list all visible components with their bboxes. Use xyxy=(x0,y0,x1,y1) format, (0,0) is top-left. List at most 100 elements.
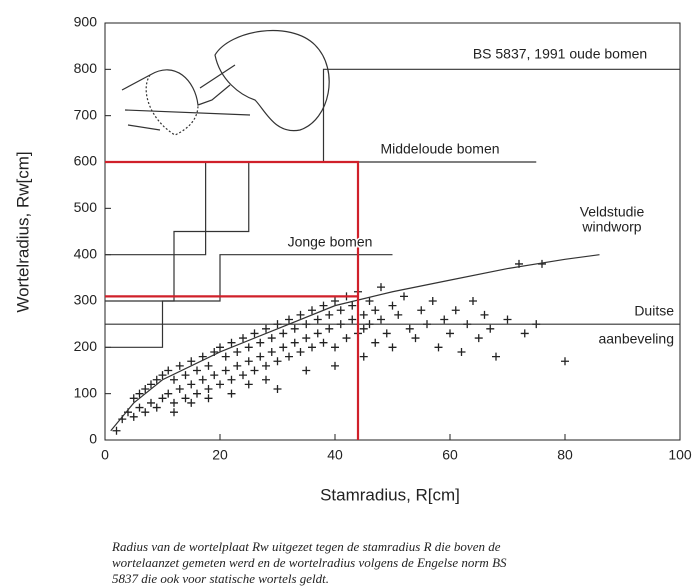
data-point xyxy=(480,310,489,319)
data-point xyxy=(474,334,483,343)
data-point xyxy=(112,426,121,435)
data-point xyxy=(279,329,288,338)
data-point xyxy=(302,366,311,375)
data-point xyxy=(193,389,201,398)
data-point xyxy=(244,343,253,352)
data-point xyxy=(152,375,161,384)
data-point xyxy=(244,357,253,366)
data-point xyxy=(388,343,397,352)
data-point xyxy=(308,343,316,352)
data-point xyxy=(388,301,397,310)
data-point xyxy=(273,357,282,366)
data-point xyxy=(158,394,167,403)
y-tick-label: 700 xyxy=(74,106,98,122)
data-point xyxy=(319,338,328,347)
data-point xyxy=(302,334,311,343)
annotation: Middeloude bomen xyxy=(380,141,499,157)
data-point xyxy=(405,324,414,333)
data-point xyxy=(400,292,408,301)
data-point xyxy=(382,329,391,338)
data-point xyxy=(216,343,224,352)
data-point xyxy=(348,315,357,324)
caption: Radius van de wortelplaat Rw uitgezet te… xyxy=(111,539,501,554)
data-point xyxy=(129,412,138,421)
data-point xyxy=(181,371,190,380)
data-point xyxy=(256,352,265,361)
annotation: aanbeveling xyxy=(598,331,674,347)
data-point xyxy=(250,329,259,338)
data-point xyxy=(503,315,512,324)
data-point xyxy=(170,375,178,384)
data-point xyxy=(267,347,276,356)
data-point xyxy=(152,403,161,412)
reference-line xyxy=(110,254,600,432)
data-point xyxy=(147,380,155,389)
reference-line xyxy=(322,68,680,162)
y-tick-label: 900 xyxy=(74,14,98,30)
data-point xyxy=(158,371,167,380)
data-point xyxy=(244,380,253,389)
data-point xyxy=(204,394,213,403)
data-point xyxy=(262,375,270,384)
data-point xyxy=(147,398,155,407)
data-point xyxy=(216,380,224,389)
data-point xyxy=(486,324,495,333)
data-point xyxy=(285,352,293,361)
data-point xyxy=(296,347,305,356)
annotation: Veldstudie xyxy=(580,204,645,220)
data-point xyxy=(204,361,213,370)
data-point xyxy=(170,408,178,417)
data-point xyxy=(313,329,322,338)
y-tick-label: 0 xyxy=(89,431,97,447)
data-point xyxy=(520,329,529,338)
data-point xyxy=(267,334,276,343)
data-point xyxy=(359,324,368,333)
data-point xyxy=(296,310,305,319)
plot-frame xyxy=(104,22,681,441)
x-tick-label: 80 xyxy=(557,447,573,463)
reference-line xyxy=(105,254,393,348)
data-point xyxy=(141,385,150,394)
data-point xyxy=(279,343,288,352)
data-point xyxy=(492,352,500,361)
data-point xyxy=(170,398,178,407)
data-point xyxy=(239,334,247,343)
data-point xyxy=(204,385,213,394)
reference-line xyxy=(105,162,207,256)
annotation: Jonge bomen xyxy=(288,234,373,250)
data-point xyxy=(198,352,207,361)
data-point xyxy=(342,334,351,343)
data-point xyxy=(469,297,477,305)
y-axis-label: Wortelradius, Rw[cm] xyxy=(13,151,32,312)
data-point xyxy=(325,324,334,333)
data-point xyxy=(411,334,420,343)
data-point xyxy=(273,385,282,394)
y-tick-label: 200 xyxy=(74,338,98,354)
data-point xyxy=(187,398,196,407)
data-point xyxy=(227,338,236,347)
y-tick-label: 600 xyxy=(74,153,98,169)
data-point xyxy=(239,371,247,380)
y-tick-label: 300 xyxy=(74,292,98,308)
data-point xyxy=(417,306,426,315)
data-point xyxy=(187,357,196,366)
data-point xyxy=(359,352,368,361)
data-point xyxy=(227,375,236,384)
data-point xyxy=(365,297,374,305)
y-tick-label: 100 xyxy=(74,384,98,400)
data-point xyxy=(440,315,449,324)
data-point xyxy=(233,347,242,356)
caption: 5837 die ook voor statische wortels geld… xyxy=(112,571,329,586)
tree-sketch xyxy=(121,29,330,136)
data-point xyxy=(290,324,299,333)
y-tick-label: 400 xyxy=(74,245,98,261)
data-point xyxy=(221,366,230,375)
data-point xyxy=(308,306,316,315)
data-point xyxy=(336,306,345,315)
data-point xyxy=(210,371,219,380)
data-point xyxy=(457,347,466,356)
data-point xyxy=(377,283,385,292)
data-point xyxy=(175,361,184,370)
data-point xyxy=(331,361,339,370)
data-point xyxy=(175,385,184,394)
